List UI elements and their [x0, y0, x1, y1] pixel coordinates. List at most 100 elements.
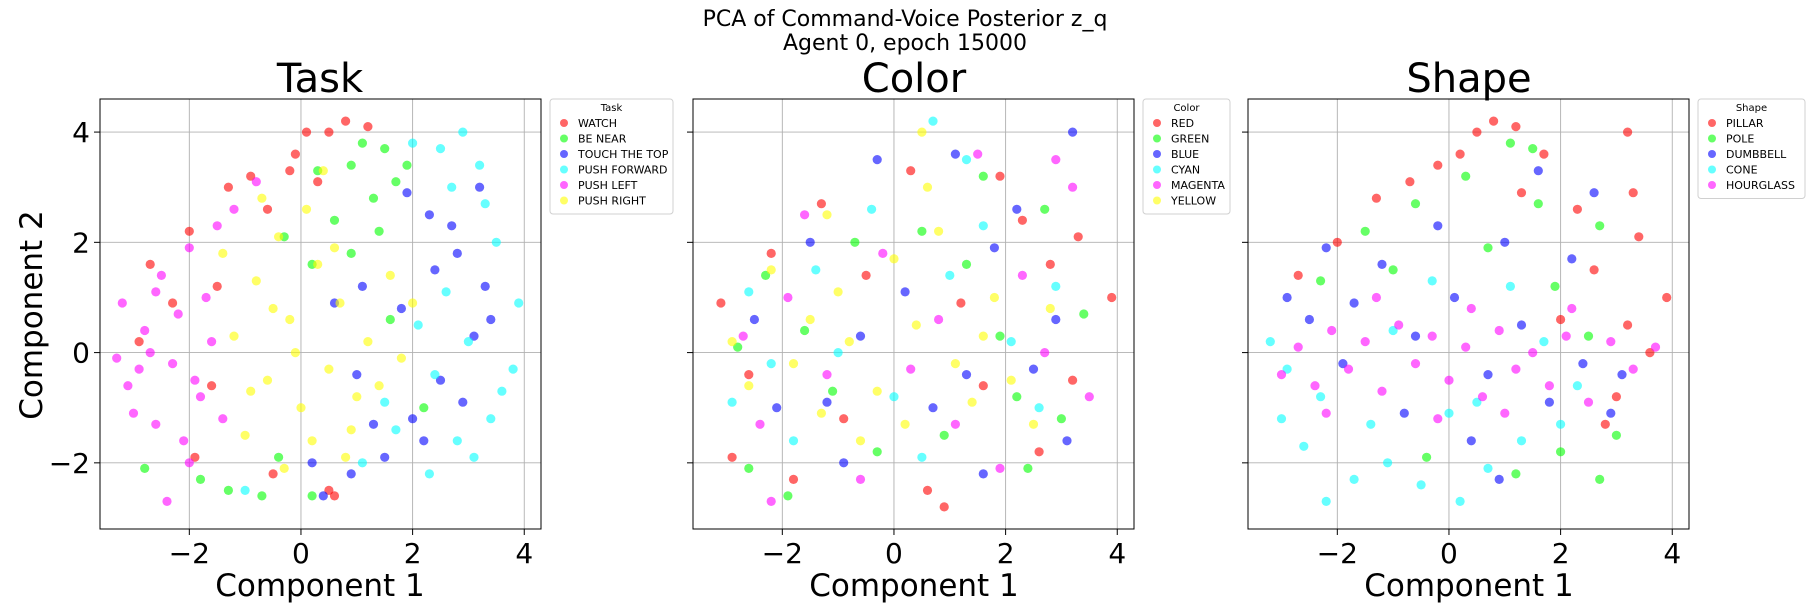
data-point — [380, 397, 390, 407]
data-point — [956, 298, 966, 308]
data-point — [246, 386, 256, 396]
legend-entry: PUSH FORWARD — [578, 164, 668, 177]
data-point — [727, 337, 737, 347]
data-point — [168, 359, 178, 369]
data-point — [318, 491, 328, 501]
data-point — [766, 359, 776, 369]
x-tick-label: 0 — [292, 537, 310, 570]
data-point — [939, 502, 949, 512]
data-point — [391, 425, 401, 435]
data-point — [872, 155, 882, 165]
data-point — [514, 298, 524, 308]
data-point — [839, 414, 849, 424]
data-point — [917, 127, 927, 137]
y-tick-label: 2 — [72, 226, 90, 259]
data-point — [223, 485, 233, 495]
data-point — [989, 243, 1000, 253]
legend-marker — [560, 119, 568, 127]
data-point — [1051, 314, 1061, 325]
data-point — [1068, 375, 1078, 385]
data-point — [1045, 303, 1055, 314]
data-point — [961, 259, 972, 269]
data-point — [324, 364, 334, 374]
data-point — [1477, 392, 1488, 402]
data-point — [1539, 337, 1549, 347]
data-point — [839, 458, 849, 468]
panel-shape: Shape Component 1 −2 0 2 4 Shape PILLAR POLE DU… — [1242, 56, 1806, 604]
data-point — [744, 287, 754, 297]
legend-entry: MAGENTA — [1171, 179, 1225, 192]
data-point — [229, 331, 239, 341]
data-point — [1511, 469, 1521, 479]
data-point — [1461, 171, 1471, 181]
data-point — [844, 337, 854, 347]
legend-marker — [1153, 119, 1161, 127]
panel-title: Shape — [1406, 56, 1531, 102]
data-point — [447, 182, 457, 192]
data-point — [716, 298, 726, 308]
data-point — [251, 276, 261, 286]
data-point — [878, 248, 888, 258]
data-point — [1107, 292, 1117, 303]
data-point — [833, 348, 843, 358]
data-point — [749, 314, 760, 325]
data-point — [900, 419, 910, 429]
data-point — [855, 436, 866, 446]
data-point — [822, 370, 832, 380]
data-point — [973, 149, 983, 159]
data-point — [346, 469, 356, 479]
data-point — [419, 436, 429, 446]
data-point — [475, 160, 485, 170]
data-point — [950, 359, 961, 369]
data-point — [1410, 331, 1421, 341]
data-point — [1349, 474, 1359, 484]
data-point — [950, 149, 961, 159]
data-point — [469, 452, 479, 462]
legend-entry: TOUCH THE TOP — [577, 148, 669, 161]
data-point — [1006, 375, 1016, 385]
legend-marker — [560, 150, 568, 158]
data-point — [1068, 127, 1078, 137]
data-point — [928, 116, 938, 126]
data-point — [783, 491, 793, 501]
legend: Color RED GREEN BLUE CYAN MAGENTA YELLOW — [1142, 98, 1231, 215]
data-point — [1505, 138, 1515, 148]
data-point — [486, 414, 496, 424]
data-point — [195, 392, 206, 402]
data-point — [727, 452, 737, 462]
data-point — [1366, 419, 1376, 429]
data-point — [128, 408, 139, 418]
data-point — [301, 204, 312, 214]
data-point — [257, 193, 267, 203]
data-point — [1056, 414, 1066, 424]
data-point — [1034, 447, 1044, 457]
data-point — [408, 298, 418, 308]
data-point — [424, 469, 434, 479]
data-point — [889, 392, 899, 402]
data-point — [1600, 419, 1610, 429]
data-point — [978, 381, 988, 391]
data-point — [906, 364, 916, 374]
data-point — [1084, 392, 1094, 402]
data-point — [363, 122, 373, 132]
data-point — [1444, 375, 1454, 385]
data-point — [872, 447, 882, 457]
data-point — [279, 463, 289, 473]
data-point — [1589, 265, 1599, 275]
data-point — [140, 325, 150, 336]
data-point — [357, 138, 367, 148]
data-point — [1299, 441, 1309, 451]
data-point — [491, 237, 501, 247]
data-point — [1550, 281, 1560, 291]
data-point — [1611, 430, 1621, 440]
legend-entry: BE NEAR — [578, 133, 627, 146]
x-tick-label: 2 — [404, 537, 422, 570]
x-tick-label: −2 — [762, 537, 803, 570]
data-point — [917, 226, 927, 236]
data-point — [788, 474, 799, 484]
data-point — [207, 337, 217, 347]
data-point — [978, 221, 988, 231]
data-point — [822, 397, 832, 407]
data-point — [1051, 155, 1061, 165]
data-point — [800, 210, 810, 220]
